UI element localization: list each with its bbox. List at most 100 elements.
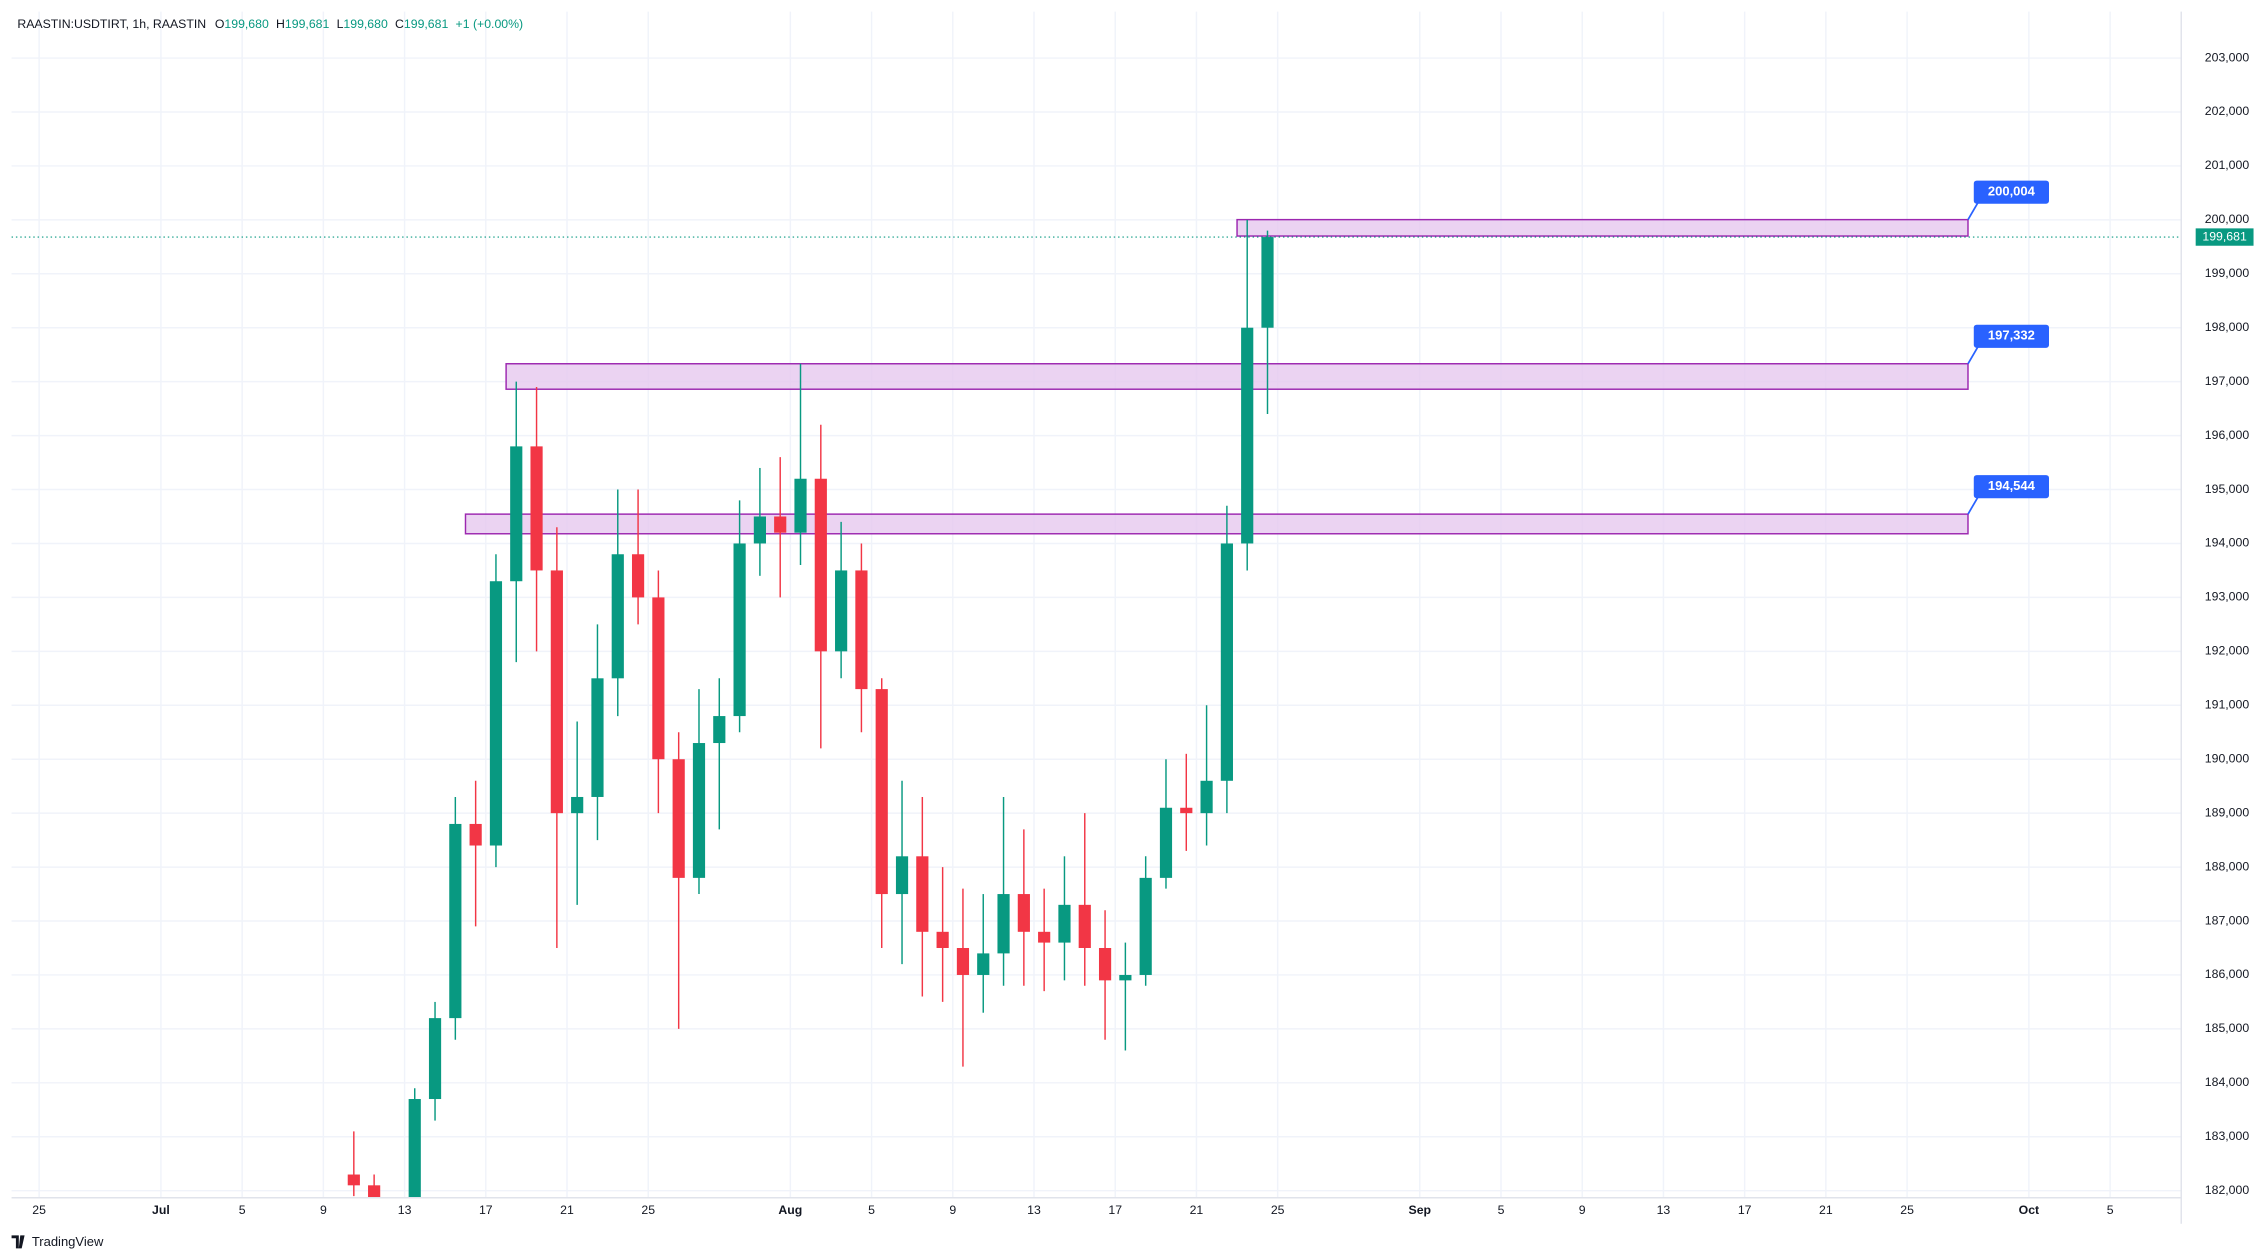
x-tick-label: Sep	[1409, 1203, 1432, 1217]
y-tick-label: 187,000	[2205, 913, 2250, 927]
candle-body	[1159, 807, 1173, 878]
candle-body	[631, 554, 645, 598]
y-tick-label: 194,000	[2205, 536, 2250, 550]
x-tick-label: 25	[1271, 1203, 1285, 1217]
y-tick-label: 196,000	[2205, 428, 2250, 442]
y-tick-label: 198,000	[2205, 320, 2250, 334]
zone-label-box	[1973, 180, 2049, 204]
x-tick-label: 25	[1900, 1203, 1914, 1217]
candles	[347, 219, 1274, 1198]
candle-body	[530, 446, 543, 571]
x-tick-label: 25	[641, 1203, 655, 1217]
candle-body	[1180, 807, 1193, 814]
candle-body	[774, 516, 787, 533]
x-tick-label: 21	[1819, 1203, 1833, 1217]
candle-body	[1139, 877, 1152, 975]
candle-body	[835, 570, 848, 652]
symbol: RAASTIN:USDTIRT, 1h, RAASTIN	[17, 17, 206, 31]
y-tick-label: 188,000	[2205, 859, 2250, 873]
zone-label: 197,332	[1988, 328, 2035, 343]
x-tick-label: Aug	[778, 1203, 802, 1217]
ohlc-value: 199,680	[343, 17, 388, 31]
candle-body	[347, 1174, 360, 1186]
candle-body	[855, 570, 868, 690]
x-tick-label: 13	[1027, 1203, 1041, 1217]
ohlc-value: 199,681	[404, 17, 449, 31]
y-tick-label: 197,000	[2205, 374, 2250, 388]
candle-body	[977, 953, 990, 975]
grid	[11, 11, 2182, 1198]
y-tick-label: 191,000	[2205, 698, 2250, 712]
y-tick-label: 203,000	[2205, 50, 2250, 64]
ohlc-value: 199,681	[285, 17, 330, 31]
y-tick-label: 192,000	[2205, 644, 2250, 658]
candle-body	[652, 597, 665, 760]
y-tick-label: 193,000	[2205, 590, 2250, 604]
candle-body	[368, 1185, 381, 1198]
y-tick-label: 185,000	[2205, 1021, 2250, 1035]
candle-body	[1220, 543, 1233, 781]
ohlc-key: H	[276, 17, 285, 31]
y-tick-label: 190,000	[2205, 751, 2250, 765]
candle-body	[1241, 327, 1254, 544]
zone	[464, 513, 1969, 535]
ohlc-key: C	[395, 17, 404, 31]
x-tick-label: 5	[239, 1203, 246, 1217]
brand: TradingView	[11, 1234, 104, 1249]
candle-body	[672, 759, 685, 878]
x-tick-label: Oct	[2019, 1203, 2039, 1217]
candle-body	[571, 796, 584, 814]
candle-body	[814, 478, 827, 652]
candle-body	[449, 823, 462, 1019]
candle-body	[875, 689, 888, 895]
candle-body	[997, 894, 1010, 954]
zone-connector	[1967, 201, 1979, 221]
candle-body	[916, 856, 929, 932]
zone-label-box	[1973, 324, 2049, 348]
zone-connector	[1967, 345, 1979, 365]
x-tick-label: 9	[949, 1203, 956, 1217]
candle-body	[489, 581, 503, 846]
candle-body	[1078, 904, 1091, 948]
logo	[11, 1235, 25, 1249]
x-tick-label: 17	[1738, 1203, 1752, 1217]
last-price-box	[2195, 228, 2254, 246]
x-tick-label: 5	[1498, 1203, 1505, 1217]
x-tick-label: 5	[868, 1203, 875, 1217]
candle-body	[428, 1018, 442, 1100]
zone-connector	[1967, 496, 1979, 515]
x-tick-label: 9	[320, 1203, 327, 1217]
candle-body	[408, 1099, 421, 1198]
x-tick-label: 13	[398, 1203, 412, 1217]
candle-body	[1038, 931, 1051, 943]
candle-body	[1261, 237, 1274, 328]
zone	[505, 363, 1969, 390]
candle-body	[1200, 780, 1213, 814]
candle-body	[1119, 974, 1132, 981]
ohlc-key: O	[215, 17, 225, 31]
y-tick-label: 186,000	[2205, 967, 2250, 981]
change: +1 (+0.00%)	[456, 17, 524, 31]
candle-body	[713, 716, 726, 744]
x-tick-label: 13	[1657, 1203, 1671, 1217]
y-tick-label: 189,000	[2205, 805, 2250, 819]
x-tick-label: 21	[560, 1203, 574, 1217]
ohlc-key: L	[337, 17, 344, 31]
zone	[1236, 218, 1969, 237]
x-tick-label: 25	[32, 1203, 46, 1217]
y-tick-label: 200,000	[2205, 212, 2250, 226]
candle-body	[1058, 904, 1071, 943]
candle-body	[550, 570, 563, 814]
y-tick-label: 184,000	[2205, 1075, 2250, 1089]
candle-body	[469, 823, 482, 846]
axes: 182,000 183,000 184,000 185,000 186,000 187,0…	[11, 50, 2254, 1217]
candle-body	[1017, 894, 1030, 932]
y-tick-label: 202,000	[2205, 104, 2250, 118]
y-tick-label: 195,000	[2205, 482, 2250, 496]
candle-body	[510, 446, 523, 582]
zone-label: 200,004	[1988, 184, 2036, 199]
candle-body	[692, 743, 706, 878]
candle-body	[591, 678, 604, 797]
